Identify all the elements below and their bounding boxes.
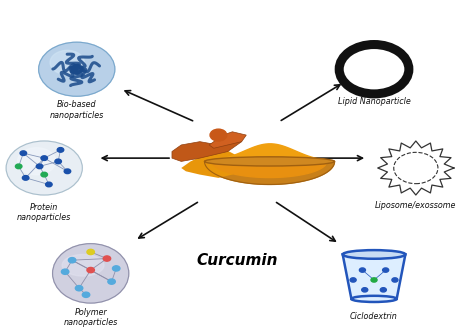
Polygon shape xyxy=(172,138,242,161)
Circle shape xyxy=(380,288,386,292)
Polygon shape xyxy=(204,161,335,184)
Polygon shape xyxy=(181,148,246,178)
Ellipse shape xyxy=(204,157,335,166)
Circle shape xyxy=(359,268,365,272)
Circle shape xyxy=(82,292,90,297)
Text: Bio-based
nanoparticles: Bio-based nanoparticles xyxy=(50,100,104,120)
Circle shape xyxy=(64,169,71,174)
Circle shape xyxy=(55,159,62,164)
Circle shape xyxy=(108,279,115,284)
Ellipse shape xyxy=(343,250,405,259)
Polygon shape xyxy=(212,161,327,177)
Text: Ciclodextrin: Ciclodextrin xyxy=(350,312,398,321)
Circle shape xyxy=(75,286,83,291)
Circle shape xyxy=(36,164,43,169)
Circle shape xyxy=(16,164,22,169)
Text: Lipid Nanoparticle: Lipid Nanoparticle xyxy=(337,97,410,106)
Circle shape xyxy=(41,156,47,160)
Circle shape xyxy=(57,148,64,152)
Circle shape xyxy=(22,176,29,180)
Circle shape xyxy=(87,249,94,255)
Circle shape xyxy=(383,268,389,272)
Circle shape xyxy=(362,288,368,292)
Ellipse shape xyxy=(62,254,104,276)
Text: Curcumin: Curcumin xyxy=(196,253,278,268)
Circle shape xyxy=(68,258,76,263)
Text: Protein
nanoparticles: Protein nanoparticles xyxy=(17,203,72,222)
Circle shape xyxy=(50,50,84,75)
Circle shape xyxy=(112,266,120,271)
Circle shape xyxy=(18,148,55,175)
Polygon shape xyxy=(209,132,246,148)
Circle shape xyxy=(41,172,47,177)
Circle shape xyxy=(6,141,82,195)
Ellipse shape xyxy=(53,244,129,303)
Polygon shape xyxy=(343,254,405,299)
Ellipse shape xyxy=(351,296,397,302)
Circle shape xyxy=(46,182,52,187)
Circle shape xyxy=(371,278,377,282)
Circle shape xyxy=(103,256,110,261)
Circle shape xyxy=(349,51,399,87)
Circle shape xyxy=(210,129,227,141)
Circle shape xyxy=(20,151,27,156)
Circle shape xyxy=(337,43,410,95)
Circle shape xyxy=(350,278,356,282)
Circle shape xyxy=(39,42,115,96)
Text: Polymer
nanoparticles: Polymer nanoparticles xyxy=(64,308,118,327)
Circle shape xyxy=(87,267,94,273)
Circle shape xyxy=(62,269,69,275)
Circle shape xyxy=(392,278,398,282)
Text: Liposome/exossome: Liposome/exossome xyxy=(375,201,456,210)
